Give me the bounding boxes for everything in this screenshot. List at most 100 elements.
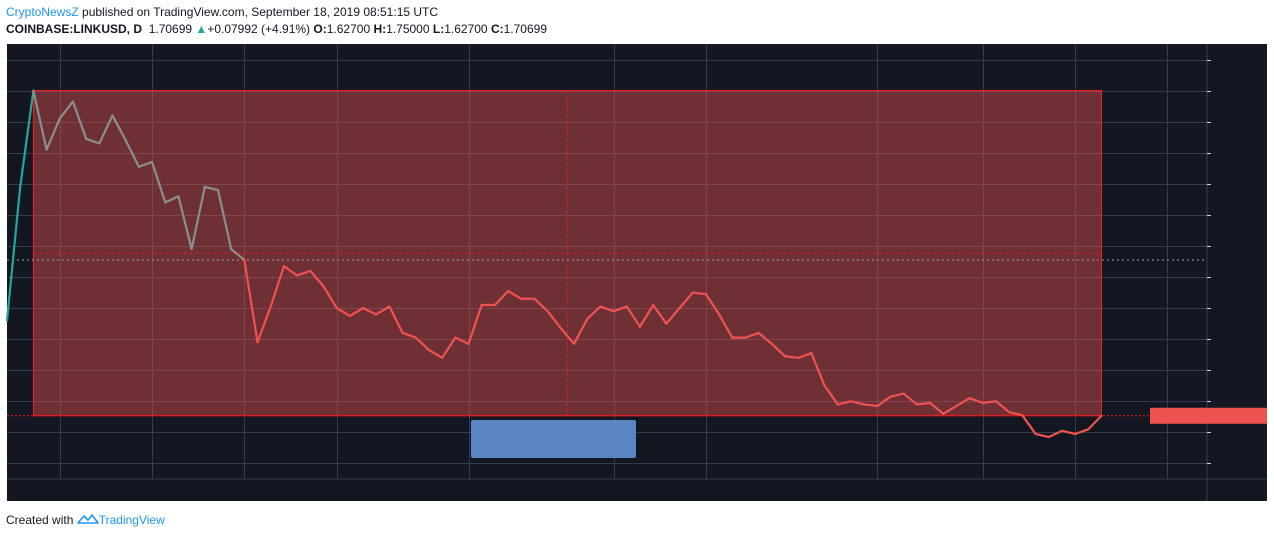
price-line-segment [85,137,101,145]
price-line-segment [71,100,88,140]
chart-background [7,44,1267,501]
price-line-segment [150,160,167,204]
price-line-segment [467,303,483,345]
price-line-segment [876,395,892,408]
high-value: 1.75000 [386,22,430,36]
price-line-segment [836,400,853,406]
price-line-segment [678,291,694,310]
publisher-link[interactable]: CryptoNewsZ [6,5,79,19]
price-line-segment [493,289,510,307]
price-line-segment [968,397,984,404]
price-line-segment [1047,429,1064,439]
price-line-segment [124,139,140,168]
open-value: 1.62700 [326,22,371,36]
price-line-segment [915,401,932,406]
close-value: 1.70699 [503,22,548,36]
price-line-segment [823,384,839,406]
price-line-segment [638,303,655,328]
price-line-segment [533,297,549,313]
price-line-segment [414,336,431,352]
price-line-segment [335,307,351,317]
price-line-segment [928,401,945,415]
price-line-segment [309,269,325,288]
price-line-segment [559,327,576,345]
price-line-segment [137,160,154,168]
price-line-segment [1008,411,1024,417]
price-line-segment [1060,429,1077,436]
price-line-segment [586,305,602,321]
price-line-segment [32,89,48,151]
symbol-name: COINBASE:LINKUSD, D [6,22,143,36]
price-line-segment [216,188,233,251]
price-line-segment [243,258,259,344]
low-label: L: [432,22,445,36]
price-line-segment [322,285,338,310]
last-price: 1.70699 [148,22,193,36]
price-line-segment [625,305,642,328]
price-line-segment [889,392,905,398]
price-line-segment [546,310,562,330]
price-line-segment [282,265,299,277]
price-line-segment [981,400,998,404]
price-line-segment [665,307,681,325]
measure-info-box [471,420,636,458]
price-line-segment [902,392,918,406]
price-line-segment [757,331,773,345]
close-label: C: [490,22,504,36]
price-line-segment [190,185,206,251]
symbol-info: COINBASE:LINKUSD, D 1.70699 ▲+0.07992 (+… [6,22,547,36]
price-line-segment [348,307,365,317]
price-line-segment [1087,414,1103,431]
price-line-segment [441,336,457,359]
price-line-segment [361,307,378,316]
change-arrow-icon: ▲ [195,22,208,36]
published-text: published on TradingView.com, September … [82,5,439,19]
price-line-segment [45,117,61,151]
price-line-segment [994,400,1011,414]
price-line-segment [388,305,404,335]
price-line-segment [164,195,180,204]
price-line-segment [58,100,75,120]
price-line-segment [454,336,470,345]
price-line-segment [427,348,444,359]
high-label: H: [373,22,387,36]
price-line-segment [19,89,35,189]
price-line-segment [810,352,826,387]
price-line-segment [691,291,708,296]
price-line-segment [177,195,193,251]
price-line-segment [269,265,286,308]
price-line-segment [717,313,734,339]
price-line-segment [506,289,523,300]
price-line-segment [612,305,628,313]
price-line-segment [1034,432,1050,439]
price-line-segment [375,305,391,316]
tradingview-logo-icon [76,514,99,524]
price-line-segment [401,331,417,339]
price-line-segment [744,331,760,339]
price-line-segment [783,355,800,359]
price-line-segment [111,114,127,142]
footer: Created with TradingView [6,513,165,527]
price-line-segment [797,352,813,359]
price-line-segment [5,185,22,322]
price-line-segment [256,305,272,344]
price-line-segment [572,317,589,345]
price-line-segment [230,247,246,262]
price-line-segment [955,397,971,408]
price-axis-label-box [1150,407,1267,424]
price-line-segment [849,400,866,406]
price-line-segment [599,305,615,313]
low-value: 1.62700 [444,22,488,36]
price-line-segment [652,303,668,325]
price-line-segment [704,293,721,316]
price-line-segment [296,269,312,277]
price-line-segment [770,342,787,358]
price-line-segment [863,403,879,408]
tradingview-link[interactable]: TradingView [98,513,165,527]
price-line-segment [98,114,114,145]
open-label: O: [313,22,327,36]
price-line-segment [942,404,958,415]
price-line-segment [1074,428,1090,436]
price-change: +0.07992 (+4.91%) [207,22,311,36]
